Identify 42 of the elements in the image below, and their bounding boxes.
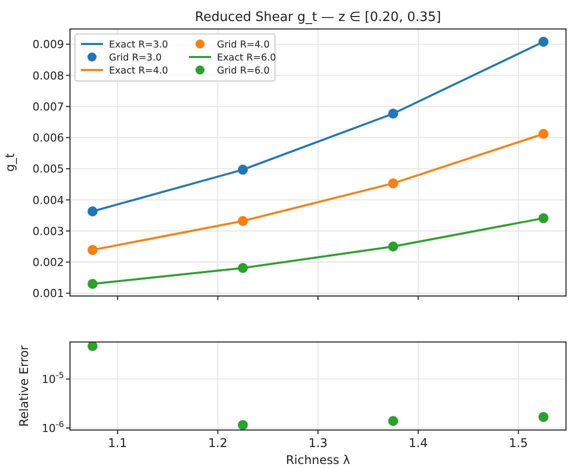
x-axis-title: Richness λ [286,453,350,467]
legend-label: Grid R=3.0 [109,52,162,64]
y-tick-label: 0.005 [32,162,64,176]
point [388,108,398,119]
point [388,242,398,252]
y-axis-title: Relative Error [17,345,31,427]
point [88,278,98,289]
y-tick-label: 0.004 [32,194,64,207]
x-tick-label: 1.5 [508,436,528,450]
legend-label: Exact R=4.0 [109,66,168,76]
y-tick-label: 10$^{-5}$ [42,370,64,386]
point [88,244,98,255]
legend-label: Grid R=4.0 [217,40,270,50]
x-tick-label: 1.4 [408,436,428,450]
point [238,420,248,430]
legend-label: Exact R=6.0 [217,52,276,64]
point [88,206,98,216]
point [538,36,548,47]
x-tick-label: 1.2 [208,436,228,450]
y-tick-label: 0.002 [32,256,64,270]
x-tick-label: 1.3 [308,436,328,450]
point [88,342,98,352]
point [388,416,398,426]
y-tick-label: 0.003 [32,224,64,238]
legend-label: Exact R=3.0 [109,40,168,50]
x-tick-label: 1.1 [108,436,128,450]
point [238,164,248,175]
point [238,216,248,226]
y-tick-label: 0.009 [32,38,64,52]
y-tick-label: 0.008 [32,69,64,82]
point [238,262,248,273]
chart-title: Reduced Shear g_t — z ∈ [0.20, 0.35] [194,10,442,25]
y-tick-label: 0.001 [32,287,64,300]
legend-label: Grid R=6.0 [217,66,270,76]
y-tick-label: 0.007 [32,100,64,114]
point [538,128,548,139]
point [538,213,548,224]
point [388,178,398,188]
y-tick-label: 0.006 [32,132,64,145]
y-tick-label: 10$^{-6}$ [42,418,64,435]
y-axis-title: g_t [3,153,17,172]
point [538,412,548,422]
